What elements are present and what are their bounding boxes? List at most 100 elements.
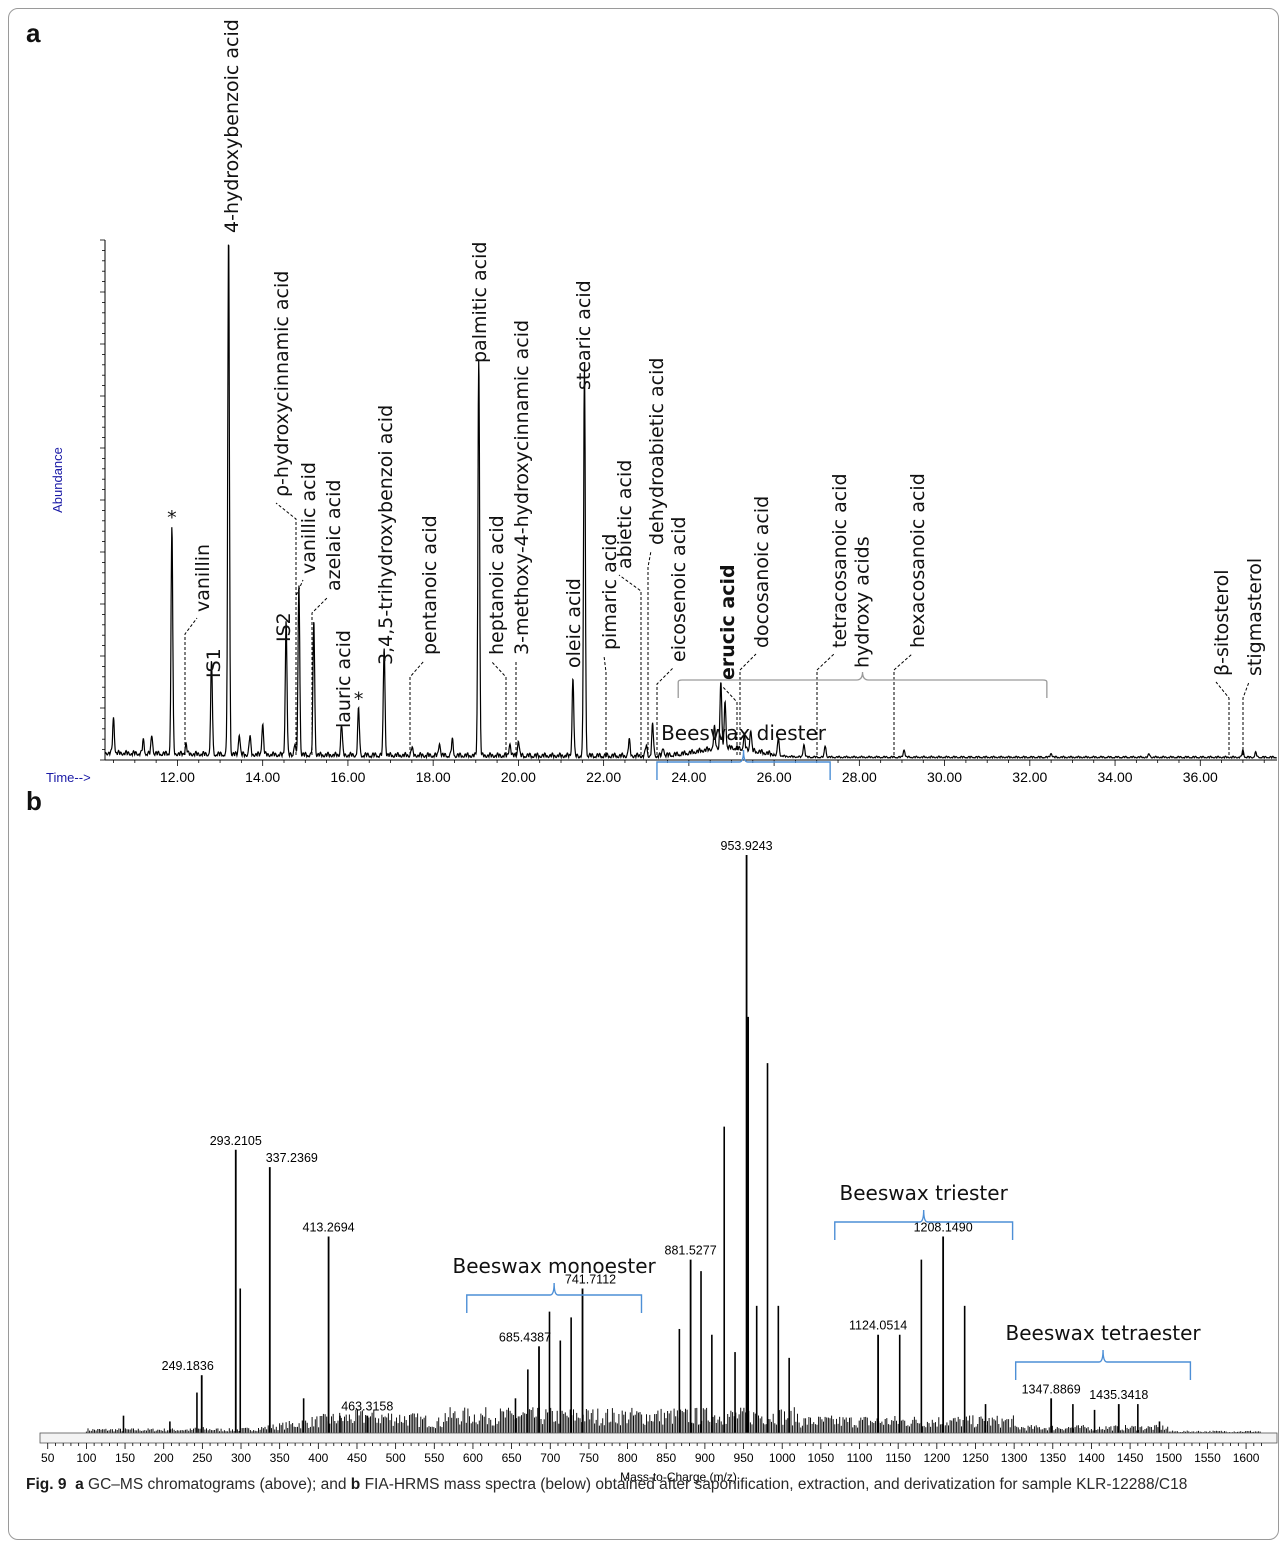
peak-label: IS2 [273, 612, 295, 642]
peak-label: IS1 [203, 648, 225, 678]
peak-leader-line [275, 502, 297, 755]
peak-label: ρ-hydroxycinnamic acid [271, 271, 293, 497]
peak-label: dehydroabietic acid [646, 358, 668, 545]
peak-leader-line [618, 574, 642, 755]
caption-part-b-letter: b [350, 1476, 361, 1493]
x-tick-label: 30.00 [927, 769, 962, 785]
x-tick-label: 1200 [923, 1451, 950, 1465]
x-tick-label: 1550 [1194, 1451, 1221, 1465]
peak-mz-label: 1347.8869 [1022, 1382, 1081, 1396]
x-tick-label: 850 [656, 1451, 676, 1465]
chromatogram-trace [104, 244, 1277, 760]
peak-label: palmitic acid [469, 242, 491, 363]
peak-label: lauric acid [333, 630, 355, 728]
hydroxy-acids-bracket [677, 671, 1048, 698]
mass-spectrum-panel: 249.1836 293.2105 337.2369 413.2694 463.3158… [39, 721, 1278, 1484]
x-tick-label: 700 [540, 1451, 560, 1465]
y-axis-label: Abundance [50, 447, 65, 513]
ester-group-label: Beeswax diester [661, 721, 827, 745]
peak-leader-line [656, 667, 674, 755]
x-tick-label: 32.00 [1012, 769, 1047, 785]
panel-a-letter: a [26, 18, 41, 48]
bracket-label: hydroxy acids [852, 536, 874, 668]
peak-leader-line [409, 660, 425, 755]
peak-label: pentanoic acid [419, 515, 441, 655]
peak-label: tetracosanoic acid [829, 473, 851, 648]
x-tick-label: 900 [695, 1451, 715, 1465]
x-tick-label: 18.00 [416, 769, 451, 785]
ester-group-label: Beeswax triester [840, 1181, 1009, 1205]
x-tick-label: 650 [502, 1451, 522, 1465]
x-tick-label: 300 [231, 1451, 251, 1465]
x-tick-label: 350 [270, 1451, 290, 1465]
peak-label: stigmasterol [1244, 558, 1266, 676]
peak-labels: * vanillin IS1 4-hydroxybenzoic acid IS2 ρ-hy… [167, 19, 1266, 755]
x-tick-label: 500 [386, 1451, 406, 1465]
x-tick-label: 1350 [1039, 1451, 1066, 1465]
peak-label: vanillic acid [298, 462, 320, 574]
x-tick-label: 1600 [1233, 1451, 1260, 1465]
peak-label: stearic acid [573, 280, 595, 390]
peak-leader-line [295, 579, 304, 755]
x-tick-label: 1100 [847, 1451, 873, 1465]
x-tick-label: 1400 [1078, 1451, 1105, 1465]
x-tick-label: 1500 [1155, 1451, 1182, 1465]
peak-label: vanillin [192, 544, 214, 612]
peak-mz-label: 685.4387 [499, 1330, 551, 1344]
x-tick-label: 750 [579, 1451, 599, 1465]
peak-label: 3,4,5-trihydroxybenzoi acid [375, 405, 397, 665]
ester-bracket [656, 749, 831, 780]
x-tick-label: 250 [192, 1451, 212, 1465]
x-tick-label: 1300 [1001, 1451, 1028, 1465]
peak-label: erucic acid [717, 564, 739, 680]
caption-figure-label: Fig. 9 [26, 1476, 67, 1493]
panel-b-letter: b [26, 786, 42, 816]
x-tick-label: 1050 [808, 1451, 835, 1465]
x-tick-label: 34.00 [1098, 769, 1133, 785]
chromatogram-y-ticks [100, 239, 105, 761]
peak-leader-line [721, 685, 738, 755]
ester-bracket [834, 1209, 1014, 1240]
x-tick-label: 20.00 [501, 769, 536, 785]
peak-leader-line [184, 617, 198, 755]
peak-label: azelaic acid [323, 480, 345, 591]
peak-mz-label: 953.9243 [721, 839, 773, 853]
peak-label: pimaric acid [599, 534, 621, 651]
peak-mz-label: 881.5277 [665, 1244, 717, 1258]
peak-label: docosanoic acid [751, 496, 773, 648]
x-tick-label: 14.00 [245, 769, 280, 785]
ester-group-brackets: Beeswax monoester Beeswax diester Beeswax … [452, 721, 1201, 1380]
peak-label: abietic acid [614, 460, 636, 569]
ester-group-label: Beeswax monoester [452, 1254, 656, 1278]
peak-mz-label: 249.1836 [162, 1359, 214, 1373]
peak-leader-line [311, 596, 329, 755]
x-tick-label: 150 [115, 1451, 135, 1465]
spectrum-noise [85, 1407, 1261, 1433]
asterisk-marker: * [167, 507, 177, 529]
x-tick-label: 950 [734, 1451, 754, 1465]
peak-label: 4-hydroxybenzoic acid [221, 19, 243, 233]
peak-label: oleic acid [563, 578, 585, 668]
spectrum-peaks: 249.1836 293.2105 337.2369 413.2694 463.3158… [122, 839, 1161, 1433]
peak-mz-label: 741.7112 [565, 1273, 616, 1287]
x-tick-label: 600 [463, 1451, 483, 1465]
x-tick-label: 550 [424, 1451, 444, 1465]
peak-mz-label: 413.2694 [303, 1220, 355, 1234]
peak-label: hexacosanoic acid [907, 473, 929, 648]
x-tick-label: 22.00 [586, 769, 621, 785]
x-tick-label: 450 [347, 1451, 367, 1465]
peak-mz-label: 293.2105 [210, 1134, 262, 1148]
x-tick-label: 400 [308, 1451, 328, 1465]
x-tick-label: 200 [154, 1451, 174, 1465]
peak-mz-label: 463.3158 [341, 1400, 393, 1414]
peak-leader-line [739, 653, 757, 755]
x-tick-label: 12.00 [160, 769, 195, 785]
caption-part-b-text: FIA-HRMS mass spectra (below) obtained a… [364, 1476, 1188, 1493]
x-tick-label: 100 [76, 1451, 96, 1465]
ester-bracket [466, 1282, 643, 1313]
figure-caption: Fig. 9 a GC–MS chromatograms (above); an… [26, 1474, 1266, 1496]
x-tick-label: 50 [41, 1451, 55, 1465]
x-tick-label: 1000 [769, 1451, 796, 1465]
peak-leader-line [1215, 681, 1230, 755]
